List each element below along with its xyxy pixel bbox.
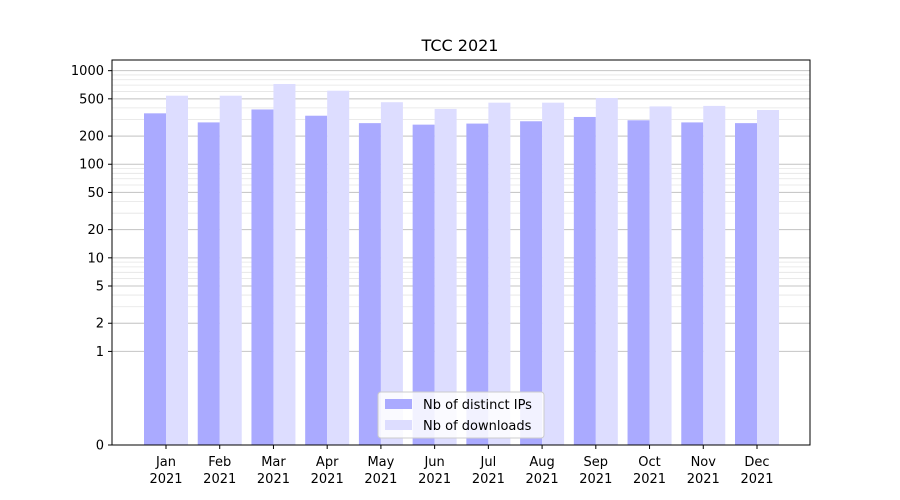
bar-downloads [703,105,726,445]
x-tick-label-year: 2021 [203,472,236,487]
bar-distinct-ips [573,116,596,446]
y-axis: 0 1 2 5 10 20 50 100 200 500 1000 [71,64,112,454]
bar-downloads [380,102,403,446]
x-tick-label-month: Feb [208,455,231,470]
bar-downloads [434,108,457,446]
bar-distinct-ips [412,124,435,445]
x-tick-label-year: 2021 [740,472,773,487]
legend-label-distinct-ips: Nb of distinct IPs [423,398,532,413]
bar-downloads [542,102,565,445]
x-tick-label-month: Jun [423,455,444,470]
y-tick-label: 1 [96,345,104,360]
y-tick-label: 100 [79,158,104,173]
x-tick-label-month: May [367,455,394,470]
bar-downloads [488,102,511,445]
x-tick-label-year: 2021 [364,472,397,487]
bar-distinct-ips [358,123,381,446]
y-tick-label: 5 [96,280,104,295]
bar-downloads [166,95,188,445]
y-tick-label: 20 [87,223,104,238]
legend-box [377,391,545,439]
bar-distinct-ips [520,121,543,445]
y-tick-label: 500 [79,92,104,107]
bar-downloads [219,95,242,445]
y-tick-label: 200 [79,130,104,145]
bars [144,84,779,446]
bar-distinct-ips [466,123,489,445]
legend: Nb of distinct IPs Nb of downloads [377,391,545,439]
legend-swatch-distinct-ips [385,399,412,409]
bar-downloads [595,98,618,446]
x-tick-label-month: Jul [480,455,497,470]
x-tick-label-year: 2021 [633,472,666,487]
x-tick-label-month: Dec [744,455,769,470]
y-tick-label: 0 [96,439,104,454]
x-tick-label-year: 2021 [526,472,559,487]
x-tick-label-month: Jan [155,455,176,470]
x-tick-label-month: Sep [584,455,609,470]
bar-distinct-ips [735,123,757,446]
bar-downloads [327,90,350,446]
plot-frame [111,59,811,446]
x-tick-label-month: Aug [529,455,554,470]
y-tick-label: 1000 [71,64,104,79]
y-tick-label: 10 [87,251,104,266]
bar-distinct-ips [681,122,704,445]
x-axis: Jan 2021 Feb 2021 Mar 2021 Apr 2021 May 2021 Jun 20… [149,445,774,487]
x-tick-label-month: Apr [316,455,339,470]
x-tick-label-year: 2021 [257,472,290,487]
chart-title: TCC 2021 [421,36,499,55]
x-tick-label-month: Nov [691,455,717,470]
legend-swatch-downloads [385,420,412,430]
x-tick-label-year: 2021 [149,472,182,487]
x-tick-label-year: 2021 [311,472,344,487]
y-tick-label: 2 [96,317,104,332]
x-tick-label-month: Mar [261,455,286,470]
bar-distinct-ips [144,113,166,446]
bar-distinct-ips [251,109,274,445]
x-tick-label-year: 2021 [418,472,451,487]
bar-downloads [273,84,296,446]
x-tick-label-year: 2021 [687,472,720,487]
x-tick-label-year: 2021 [472,472,505,487]
bar-downloads [757,109,779,446]
bar-distinct-ips [627,120,650,445]
y-tick-label: 50 [87,186,104,201]
bar-distinct-ips [197,122,220,445]
x-tick-label-year: 2021 [579,472,612,487]
bar-distinct-ips [305,115,328,445]
legend-label-downloads: Nb of downloads [423,419,532,434]
bar-downloads [649,106,672,445]
x-tick-label-month: Oct [638,455,660,470]
